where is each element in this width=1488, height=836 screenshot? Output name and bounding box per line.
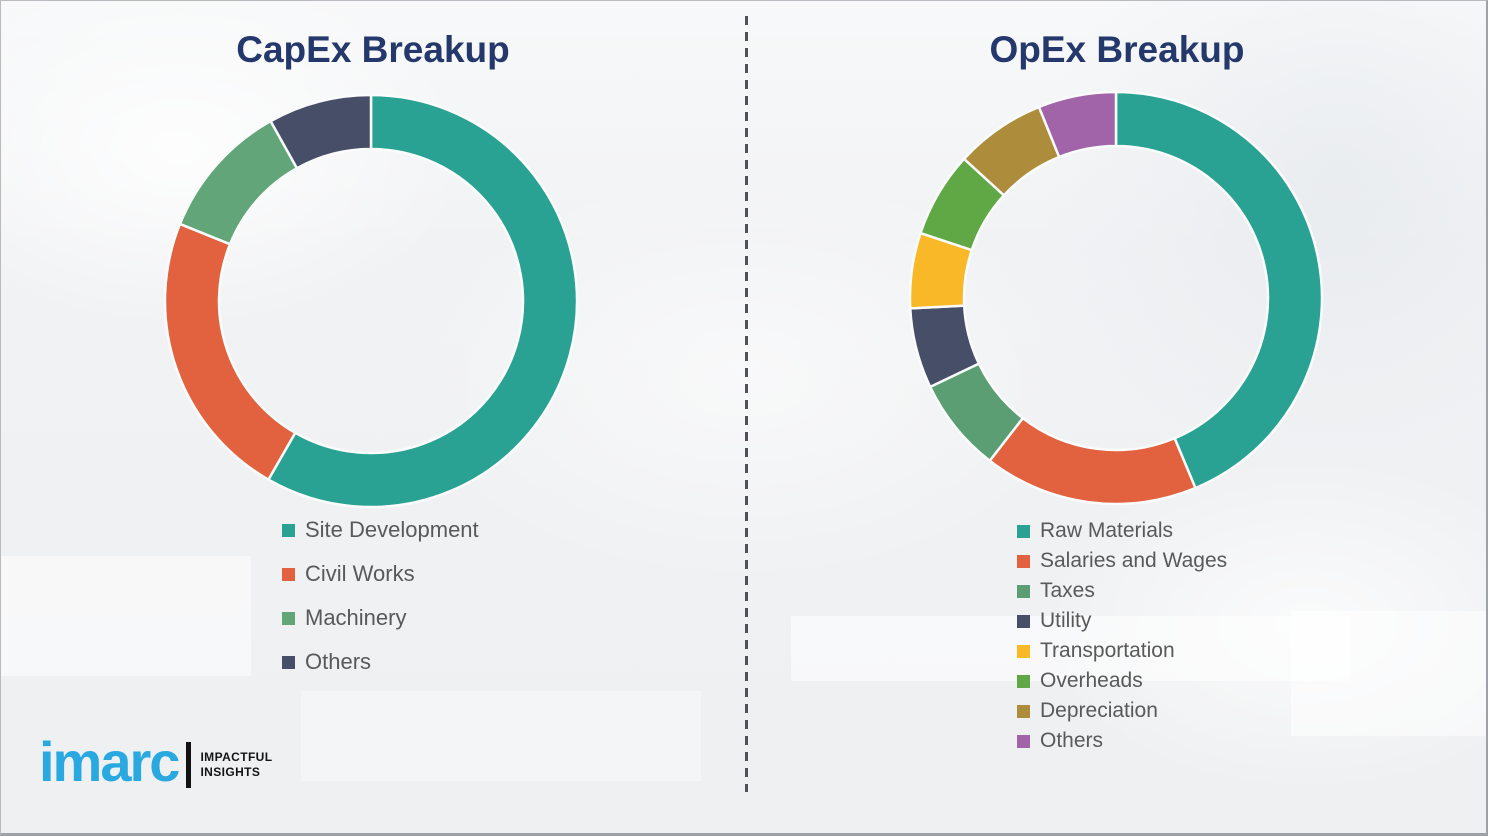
- legend-item: Salaries and Wages: [1017, 546, 1227, 576]
- legend-label: Overheads: [1040, 669, 1143, 692]
- opex-donut-chart: [908, 90, 1324, 506]
- donut-segment-machinery: [178, 119, 299, 246]
- legend-item: Others: [1017, 726, 1227, 756]
- watermark-patch: [1, 556, 251, 676]
- tagline-line-1: IMPACTFUL: [200, 750, 273, 764]
- legend-label: Machinery: [305, 605, 407, 630]
- legend-item: Transportation: [1017, 636, 1227, 666]
- donut-segment-site-development: [267, 93, 579, 509]
- imarc-logo-divider-bar: [186, 742, 192, 788]
- legend-label: Others: [305, 649, 372, 674]
- legend-item: Taxes: [1017, 576, 1227, 606]
- legend-swatch: [1017, 584, 1030, 598]
- donut-segment-others: [1037, 90, 1118, 159]
- watermark-patch: [301, 691, 701, 781]
- donut-segment-civil-works: [163, 222, 297, 481]
- legend-swatch: [282, 567, 295, 581]
- donut-segment-raw-materials: [1114, 90, 1324, 490]
- capex-legend: Site Development Civil Works Machinery O…: [282, 508, 479, 684]
- legend-swatch: [1017, 674, 1030, 688]
- legend-swatch: [282, 523, 295, 537]
- panel-divider-dashed-line: [745, 16, 748, 792]
- donut-segment-others: [269, 93, 373, 170]
- watermark-patch: [791, 616, 1351, 681]
- legend-item: Raw Materials: [1017, 516, 1227, 546]
- capex-title: CapEx Breakup: [236, 29, 510, 70]
- capex-donut-chart: [163, 93, 579, 509]
- opex-panel: OpEx Breakup Raw Materials Salaries and …: [745, 1, 1486, 833]
- tagline-line-2: INSIGHTS: [200, 765, 261, 779]
- legend-item: Others: [282, 640, 479, 684]
- donut-segment-salaries-and-wages: [988, 416, 1197, 506]
- legend-label: Site Development: [305, 517, 479, 542]
- legend-swatch: [282, 611, 295, 625]
- legend-item: Overheads: [1017, 666, 1227, 696]
- legend-item: Utility: [1017, 606, 1227, 636]
- legend-swatch: [1017, 524, 1030, 538]
- legend-label: Utility: [1040, 609, 1092, 632]
- legend-swatch: [1017, 644, 1030, 658]
- legend-swatch: [1017, 734, 1030, 748]
- opex-title: OpEx Breakup: [989, 29, 1245, 70]
- legend-label: Salaries and Wages: [1040, 549, 1228, 572]
- legend-label: Transportation: [1040, 639, 1175, 662]
- legend-swatch: [282, 655, 295, 669]
- legend-item: Depreciation: [1017, 696, 1227, 726]
- legend-item: Civil Works: [282, 552, 479, 596]
- legend-swatch: [1017, 704, 1030, 718]
- imarc-logo: imarc IMPACTFUL INSIGHTS: [39, 734, 272, 796]
- legend-label: Civil Works: [305, 561, 415, 586]
- watermark-patch: [1291, 611, 1486, 736]
- opex-legend: Raw Materials Salaries and Wages Taxes U…: [1017, 516, 1227, 756]
- imarc-logo-wordmark: imarc: [39, 730, 180, 793]
- legend-label: Taxes: [1040, 579, 1095, 602]
- legend-item: Machinery: [282, 596, 479, 640]
- imarc-logo-tagline: IMPACTFUL INSIGHTS: [200, 750, 272, 780]
- legend-label: Others: [1040, 729, 1104, 752]
- legend-label: Raw Materials: [1040, 519, 1174, 542]
- capex-panel: CapEx Breakup Site Development Civil Wor…: [1, 1, 745, 833]
- legend-label: Depreciation: [1040, 699, 1158, 722]
- legend-item: Site Development: [282, 508, 479, 552]
- legend-swatch: [1017, 554, 1030, 568]
- legend-swatch: [1017, 614, 1030, 628]
